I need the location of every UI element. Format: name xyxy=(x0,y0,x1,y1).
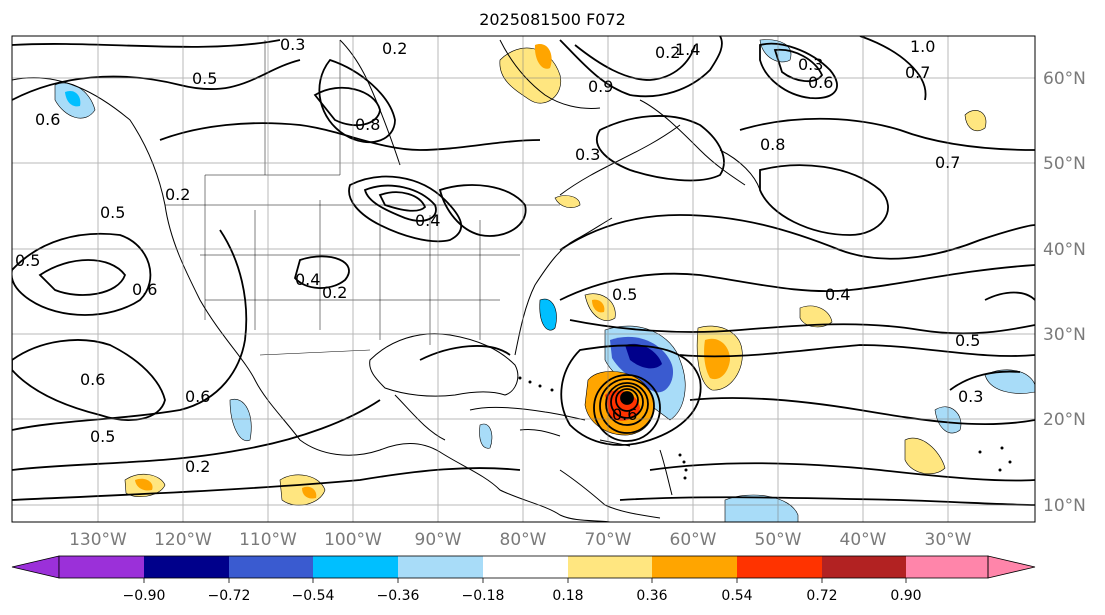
colorbar-swatch xyxy=(398,556,483,578)
map-frame xyxy=(11,35,1036,523)
shade-ne-atl-yellow xyxy=(799,305,833,328)
lon-label: 130°W xyxy=(69,530,127,550)
longitude-labels: 130°W 120°W 110°W 100°W 90°W 80°W 70°W 6… xyxy=(69,530,972,550)
shade-se-atl-yellow xyxy=(904,437,946,475)
lon-label: 120°W xyxy=(154,530,212,550)
contour-label: 0.5 xyxy=(90,427,115,446)
shade-greenland-orange xyxy=(534,44,552,69)
contour-labels: 0.3 0.2 0.5 0.2 1.4 1.0 0.7 0.3 0.6 0.8 … xyxy=(15,35,983,476)
lon-label: 30°W xyxy=(925,530,972,550)
colorbar-tick-label: −0.36 xyxy=(377,588,420,604)
latitude-labels: 60°N 50°N 40°N 30°N 20°N 10°N xyxy=(1043,69,1086,516)
colorbar-low-extend xyxy=(11,555,60,579)
lat-label: 40°N xyxy=(1043,240,1086,260)
shade-alaska-blue-core xyxy=(65,90,81,107)
colorbar-swatch xyxy=(906,556,988,578)
contour-label: 0.4 xyxy=(825,285,850,304)
contour-label: 0.2 xyxy=(165,185,190,204)
lat-label: 10°N xyxy=(1043,496,1086,516)
contour-label: 0.8 xyxy=(355,115,380,134)
colorbar-tick-label: −0.54 xyxy=(292,588,335,604)
contour-label: 0.5 xyxy=(955,331,980,350)
colorbar-swatch xyxy=(144,556,229,578)
lat-label: 60°N xyxy=(1043,69,1086,89)
contour-label: 0.2 xyxy=(382,39,407,58)
colorbar-swatch xyxy=(822,556,906,578)
lon-label: 110°W xyxy=(239,530,297,550)
contour-label: 0.9 xyxy=(588,77,613,96)
colorbar-frame xyxy=(58,555,989,579)
colorbar-tick-label: −0.90 xyxy=(123,588,166,604)
contour-label: 0.6 xyxy=(808,73,833,92)
colorbar-tick-label: 0.72 xyxy=(806,588,837,604)
lon-label: 70°W xyxy=(585,530,632,550)
contour-label: 0.2 xyxy=(655,43,680,62)
colorbar-swatch xyxy=(568,556,652,578)
colorbar-high-extend xyxy=(987,555,1036,579)
contour-label: 0.5 xyxy=(15,251,40,270)
contour-label: 0.5 xyxy=(612,285,637,304)
hurricane-core xyxy=(593,374,661,442)
contour-label: 0.5 xyxy=(192,69,217,88)
lon-label: 40°W xyxy=(840,530,887,550)
lon-label: 90°W xyxy=(415,530,462,550)
contour-label: 0.3 xyxy=(575,145,600,164)
shade-far-east-blue xyxy=(984,369,1035,394)
colorbar-swatch xyxy=(652,556,737,578)
colorbar-tick-label: 0.36 xyxy=(636,588,667,604)
contour-label: 0.4 xyxy=(295,270,320,289)
islands xyxy=(518,376,1012,480)
shade-labrador-yellow xyxy=(554,195,581,208)
colorbar-swatch xyxy=(737,556,822,578)
contour-label: 0.2 xyxy=(185,457,210,476)
lat-label: 30°N xyxy=(1043,325,1086,345)
colorbar-tick-label: 0.54 xyxy=(721,588,752,604)
shade-bermuda-orange xyxy=(592,299,605,313)
lon-label: 50°W xyxy=(755,530,802,550)
colorbar-tick-label: −0.18 xyxy=(462,588,505,604)
lon-label: 100°W xyxy=(324,530,382,550)
lat-label: 20°N xyxy=(1043,410,1086,430)
borders xyxy=(165,40,560,356)
shade-se-coast-blue xyxy=(539,298,557,331)
shade-gulf-orange xyxy=(302,486,317,499)
contour-label: 1.4 xyxy=(675,40,700,59)
shade-caribbean-blue xyxy=(479,423,493,449)
colorbar-swatch xyxy=(59,556,144,578)
contour-label: 0.3 xyxy=(280,35,305,54)
colorbar-tick-label: 0.18 xyxy=(552,588,583,604)
shade-gulf-blue xyxy=(229,398,252,442)
colorbar-tick-label: 0.90 xyxy=(890,588,921,604)
contour-label: 0.6 xyxy=(80,370,105,389)
contour-label: 0.3 xyxy=(958,387,983,406)
shade-pacific-orange xyxy=(135,478,153,491)
lon-label: 80°W xyxy=(500,530,547,550)
contour-label: 0.6 xyxy=(185,387,210,406)
contour-label: 0.2 xyxy=(322,283,347,302)
lat-label: 50°N xyxy=(1043,154,1086,174)
contour-label: 1.0 xyxy=(910,37,935,56)
contour-label: 0.7 xyxy=(905,63,930,82)
contour-label: 0.3 xyxy=(798,55,823,74)
colorbar-tick-label: −0.72 xyxy=(208,588,251,604)
contour-label: 0.8 xyxy=(760,135,785,154)
contour-label: 0.6 xyxy=(612,405,637,424)
contour-label: 0.6 xyxy=(35,110,60,129)
gridlines xyxy=(12,36,1035,522)
contour-label: 0.6 xyxy=(132,280,157,299)
contour-label: 0.7 xyxy=(935,153,960,172)
shade-atl-orange xyxy=(704,338,730,380)
shade-bahamas-blue-core xyxy=(625,343,662,369)
shade-iceland-yellow xyxy=(964,110,987,132)
lon-label: 60°W xyxy=(670,530,717,550)
contour-label: 0.4 xyxy=(415,211,440,230)
colorbar-swatch xyxy=(313,556,398,578)
colorbar-swatch xyxy=(229,556,313,578)
colorbar-swatch xyxy=(483,556,568,578)
contour-label: 0.5 xyxy=(100,203,125,222)
colorbar: −0.90 −0.72 −0.54 −0.36 −0.18 0.18 0.36 … xyxy=(11,555,1036,604)
contours xyxy=(12,36,1035,506)
map-title: 2025081500 F072 xyxy=(479,10,626,29)
